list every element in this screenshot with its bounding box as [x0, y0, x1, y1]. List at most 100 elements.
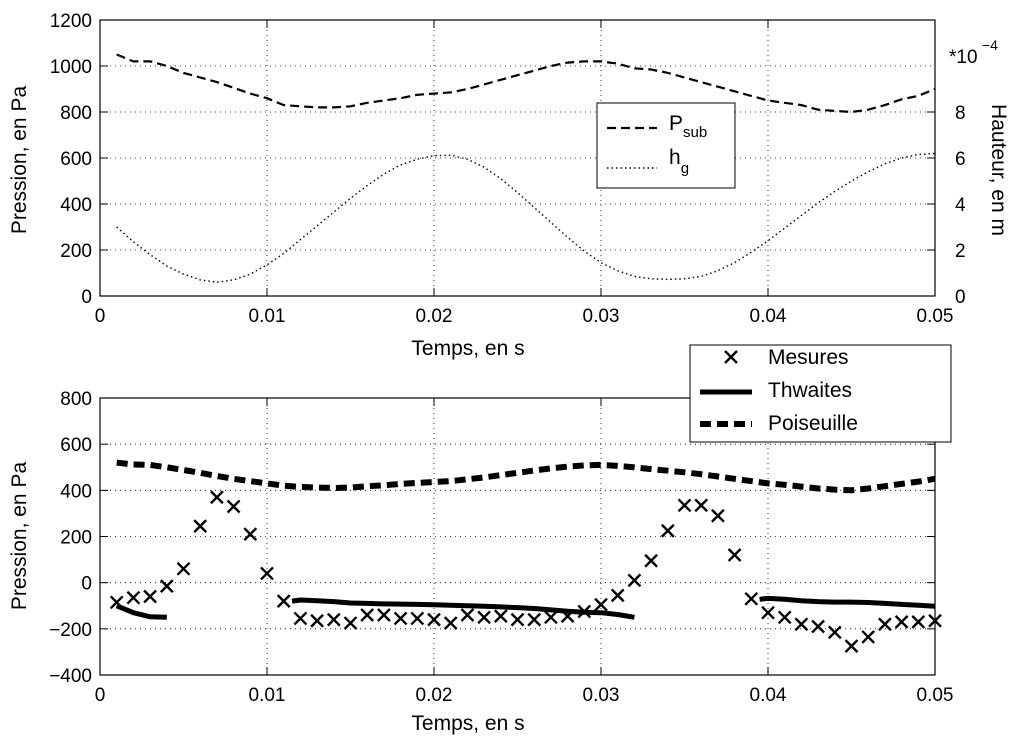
y-tick-label: 200 — [60, 241, 92, 262]
top-x-axis-label: Temps, en s — [411, 337, 524, 360]
bottom-x-ticks: 0 0.01 0.02 0.03 0.04 0.05 — [95, 398, 954, 706]
mesures-point-stroke — [594, 597, 608, 612]
mesures-point — [694, 498, 709, 513]
x-tick-label: 0.05 — [917, 685, 954, 706]
y-tick-label: −200 — [49, 620, 92, 641]
mesures-point — [827, 625, 842, 640]
x-tick-label: 0.04 — [750, 685, 787, 706]
mesures-point-stroke — [226, 499, 241, 514]
top-x-ticks: 0 0.01 0.02 0.03 0.04 0.05 — [95, 20, 953, 327]
top-y-ticks: 0 200 400 600 800 1000 1200 — [50, 11, 108, 308]
mesures-point — [393, 611, 408, 626]
mesures-point-stroke — [260, 566, 274, 581]
series-thwaites-segment — [759, 595, 936, 609]
series-hg-line — [116, 152, 936, 283]
mesures-point — [377, 608, 391, 622]
x-tick-label: 0.02 — [416, 306, 453, 327]
mesures-point — [276, 594, 291, 608]
mesures-point — [777, 610, 792, 625]
y-right-tick-label: 0 — [955, 287, 966, 308]
mesures-point-stroke — [827, 625, 842, 640]
mesures-point-stroke — [193, 519, 208, 533]
mesures-point — [343, 616, 358, 630]
mesures-point — [210, 490, 224, 505]
y-tick-label: 800 — [60, 103, 92, 124]
mesures-point — [109, 595, 124, 610]
mesures-point — [176, 561, 191, 576]
mesures-point-stroke — [143, 589, 157, 604]
mesures-point — [410, 611, 425, 626]
mesures-point-stroke — [928, 613, 942, 628]
mesures-point-stroke — [711, 508, 725, 523]
mesures-point-stroke — [493, 609, 508, 623]
mesures-point-stroke — [660, 523, 675, 538]
mesures-point-stroke — [159, 579, 174, 593]
legend-label-psub: Psub — [669, 112, 707, 141]
x-tick-label: 0 — [95, 685, 106, 706]
mesures-point-stroke — [293, 611, 308, 626]
mesures-point — [493, 609, 508, 623]
bottom-y-axis-label: Pression, en Pa — [8, 462, 31, 611]
legend-label-poiseuille: Poiseuille — [768, 412, 858, 435]
top-y-axis-label: Pression, en Pa — [8, 86, 31, 235]
mesures-point — [126, 590, 141, 605]
legend-label-mesures: Mesures — [768, 346, 849, 369]
x-tick-label: 0 — [95, 306, 106, 327]
mesures-point-stroke — [360, 608, 375, 622]
series-poiseuille-line — [116, 459, 936, 494]
mesures-point — [460, 608, 475, 622]
mesures-point-stroke — [627, 573, 642, 588]
mesures-point — [610, 588, 625, 603]
mesures-point — [427, 612, 441, 627]
y-tick-label: 1000 — [50, 57, 92, 78]
mesures-point-stroke — [761, 605, 775, 620]
x-tick-label: 0.01 — [249, 685, 286, 706]
y-tick-label: 800 — [60, 389, 92, 410]
mesures-point-stroke — [410, 611, 425, 626]
legend-label-thwaites: Thwaites — [768, 379, 852, 402]
right-axis-multiplier-base: *10 — [949, 47, 978, 68]
mesures-point — [293, 611, 308, 626]
y-tick-label: 0 — [81, 574, 92, 595]
mesures-point — [627, 573, 642, 588]
right-axis-multiplier-exponent: −4 — [982, 37, 998, 53]
mesures-point — [260, 566, 274, 581]
mesures-point — [143, 589, 157, 604]
legend-label-hg-sub: g — [681, 160, 689, 177]
mesures-point-stroke — [644, 553, 658, 568]
mesures-point-stroke — [560, 609, 575, 623]
y-tick-label: 400 — [60, 481, 92, 502]
series-psub-line — [116, 53, 936, 114]
mesures-point-stroke — [510, 612, 525, 627]
mesures-point-stroke — [377, 608, 391, 622]
mesures-point — [911, 615, 926, 629]
series-thwaites-segment — [115, 603, 167, 620]
mesures-point — [159, 579, 174, 593]
mesures-point — [527, 612, 542, 627]
x-tick-label: 0.03 — [583, 306, 620, 327]
mesures-point — [594, 597, 608, 612]
mesures-point-stroke — [861, 630, 876, 644]
mesures-point-stroke — [276, 594, 291, 608]
mesures-point-stroke — [677, 498, 692, 513]
mesures-point — [894, 615, 909, 629]
x-tick-label: 0.02 — [416, 685, 453, 706]
mesures-point — [310, 613, 324, 628]
y-tick-label: −400 — [49, 666, 92, 687]
mesures-point — [510, 612, 525, 627]
mesures-point — [193, 519, 208, 533]
mesures-point — [226, 499, 241, 514]
y-tick-label: 1200 — [50, 11, 92, 32]
top-y-axis-label-right: Hauteur, en m — [987, 104, 1010, 236]
mesures-point — [326, 612, 341, 627]
mesures-point — [878, 617, 892, 632]
mesures-point — [928, 613, 942, 628]
mesures-point — [677, 498, 692, 513]
mesures-point-stroke — [477, 610, 491, 625]
top-chart-panel: 0 0.01 0.02 0.03 0.04 0.05 0 200 400 600 800 1000 1… — [8, 11, 1010, 360]
mesures-point-stroke — [794, 617, 809, 632]
mesures-point-stroke — [744, 591, 759, 606]
y-tick-label: 600 — [60, 149, 92, 170]
y-tick-label: 600 — [60, 435, 92, 456]
